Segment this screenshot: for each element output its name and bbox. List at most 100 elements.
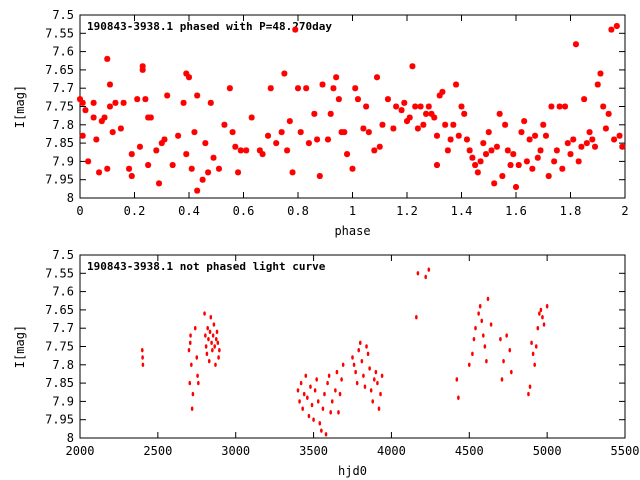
unphased-data-point xyxy=(141,362,145,367)
unphased-data-point xyxy=(197,380,200,386)
phased-data-point xyxy=(453,81,460,88)
phased-data-point xyxy=(82,107,89,114)
phased-data-point xyxy=(556,103,563,110)
unphased-data-point xyxy=(323,391,326,397)
phased-data-point xyxy=(581,96,588,103)
phased-xtick-label: 0.6 xyxy=(233,204,255,218)
phased-data-point xyxy=(354,96,361,103)
phased-data-point xyxy=(90,99,97,106)
phased-data-point xyxy=(333,74,340,81)
unphased-data-point xyxy=(500,377,504,382)
phased-data-point xyxy=(267,85,274,92)
unphased-data-point xyxy=(508,347,512,353)
unphased-data-point xyxy=(301,406,304,411)
phased-data-point xyxy=(77,96,83,103)
phased-data-point xyxy=(502,121,509,128)
phased-data-point xyxy=(477,158,484,165)
phased-data-point xyxy=(128,151,135,158)
phased-ytick-label: 8 xyxy=(67,191,74,205)
phased-data-point xyxy=(96,169,103,176)
phased-data-point xyxy=(605,110,612,117)
unphased-data-point xyxy=(187,347,191,353)
phased-data-point xyxy=(485,129,492,136)
unphased-xtick-label: 2500 xyxy=(143,444,172,458)
phased-data-point xyxy=(341,129,348,136)
unphased-data-point xyxy=(354,369,357,375)
phased-data-point xyxy=(572,41,579,48)
phased-data-point xyxy=(210,154,217,161)
unphased-data-point xyxy=(371,399,375,404)
unphased-data-point xyxy=(366,351,370,357)
phased-data-point xyxy=(433,132,440,139)
phased-data-point xyxy=(589,136,596,143)
unphased-data-point xyxy=(338,391,342,397)
phased-data-point xyxy=(145,162,152,169)
unphased-data-point xyxy=(505,333,508,338)
unphased-data-point xyxy=(415,315,418,320)
phased-data-point xyxy=(499,173,506,180)
phased-data-point xyxy=(412,103,419,110)
phased-data-point xyxy=(79,99,86,106)
unphased-xtick-label: 4000 xyxy=(377,444,406,458)
phased-data-point xyxy=(303,85,310,92)
unphased-data-point xyxy=(467,362,471,367)
phased-data-point xyxy=(540,121,547,128)
phased-data-point xyxy=(597,70,604,77)
phased-data-point xyxy=(286,118,293,125)
unphased-data-point xyxy=(362,373,365,378)
phased-data-point xyxy=(466,147,473,154)
unphased-data-point xyxy=(217,355,220,360)
phased-data-point xyxy=(289,169,296,176)
phased-data-point xyxy=(496,110,503,117)
phased-data-point xyxy=(611,136,618,143)
phased-xtick-label: 2 xyxy=(621,204,628,218)
unphased-data-point xyxy=(477,311,480,316)
unphased-data-point xyxy=(334,388,337,393)
phased-data-point xyxy=(545,173,552,180)
unphased-data-point xyxy=(204,344,208,349)
unphased-ytick-label: 7.75 xyxy=(45,340,74,354)
unphased-data-point xyxy=(531,351,535,357)
phased-data-point xyxy=(360,125,367,132)
phased-data-point xyxy=(188,165,195,172)
phased-data-point xyxy=(404,118,410,125)
phased-data-point xyxy=(183,151,190,158)
unphased-data-point xyxy=(195,355,199,360)
unphased-data-point xyxy=(191,391,195,397)
phased-data-point xyxy=(85,158,92,165)
unphased-data-point xyxy=(216,340,220,346)
unphased-plot-ylabel: I[mag] xyxy=(13,325,27,368)
phased-xtick-label: 0.8 xyxy=(287,204,309,218)
phased-data-point xyxy=(319,81,326,88)
phased-data-point xyxy=(523,158,530,165)
phased-xtick-label: 0.4 xyxy=(178,204,200,218)
phased-data-point xyxy=(425,103,432,110)
unphased-data-point xyxy=(351,355,354,360)
phased-data-point xyxy=(226,85,233,92)
unphased-data-point xyxy=(379,391,382,397)
unphased-data-point xyxy=(207,358,211,364)
unphased-data-point xyxy=(302,391,306,397)
phased-data-point xyxy=(161,136,168,143)
unphased-data-point xyxy=(211,347,214,353)
phased-data-point xyxy=(564,140,571,147)
phased-ytick-label: 7.65 xyxy=(45,63,74,77)
phased-data-point xyxy=(112,99,119,106)
phased-plot-xlabel: phase xyxy=(334,224,370,238)
unphased-data-point xyxy=(380,373,384,378)
phased-data-point xyxy=(458,103,465,110)
phased-data-point xyxy=(156,180,163,187)
phased-data-point xyxy=(199,176,206,183)
phased-data-point xyxy=(393,103,400,110)
unphased-data-point xyxy=(214,362,217,367)
phased-data-point xyxy=(542,132,549,139)
phased-data-point xyxy=(472,162,479,169)
unphased-data-point xyxy=(536,326,540,331)
phased-data-point xyxy=(191,129,198,136)
phased-data-point xyxy=(592,143,599,150)
unphased-data-point xyxy=(218,347,221,353)
unphased-data-point xyxy=(296,388,300,393)
unphased-ytick-label: 7.9 xyxy=(52,394,74,408)
unphased-data-point xyxy=(528,384,532,389)
